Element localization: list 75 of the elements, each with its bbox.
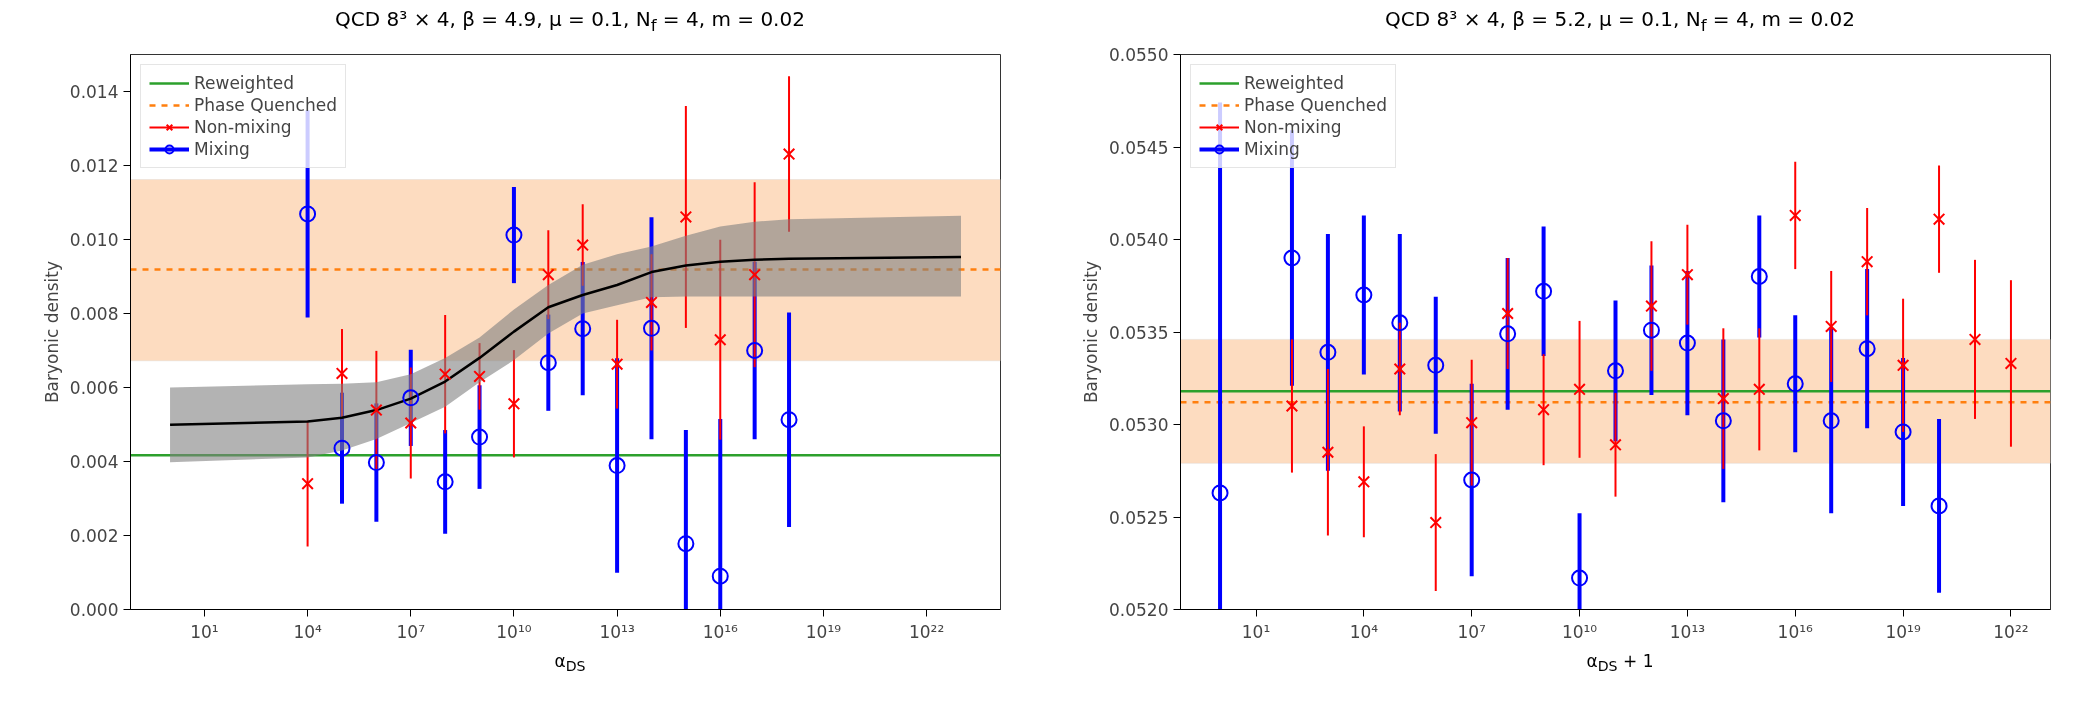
point xyxy=(780,411,798,429)
point xyxy=(713,333,727,347)
point xyxy=(333,439,351,457)
y-axis-title: Baryonic density xyxy=(1081,260,1102,404)
point xyxy=(679,210,693,224)
point xyxy=(642,319,660,337)
point xyxy=(608,457,626,475)
y-tick-label: 0.008 xyxy=(69,304,119,324)
point xyxy=(402,389,420,407)
legend-label: Non-mixing xyxy=(194,117,292,137)
y-tick-label: 0.000 xyxy=(69,600,119,620)
point xyxy=(404,416,418,430)
point xyxy=(436,473,454,491)
x-tick-label: 10¹³ xyxy=(1669,621,1706,642)
y-tick-label: 0.010 xyxy=(69,230,119,250)
x-tick-label: 10⁴ xyxy=(293,621,323,642)
point xyxy=(576,238,590,252)
y-tick-label: 0.006 xyxy=(69,378,119,398)
x-tick-label: 10¹³ xyxy=(599,621,635,642)
point xyxy=(610,357,624,371)
y-tick-label: 0.012 xyxy=(69,156,119,176)
point xyxy=(539,354,557,372)
x-tick-label: 10¹⁰ xyxy=(496,621,532,642)
y-tick-label: 0.002 xyxy=(69,526,119,546)
point xyxy=(711,567,729,585)
y-tick-label: 0.014 xyxy=(69,82,119,102)
chart-title: QCD 8³ × 4, β = 5.2, μ = 0.1, N$_{f}$ = 4, m = 0.02 xyxy=(1385,6,1855,37)
point xyxy=(473,370,486,383)
point xyxy=(542,268,555,281)
x-tick-label: 10¹⁹ xyxy=(805,621,842,642)
x-tick-label: 10¹ xyxy=(1241,621,1271,642)
legend-label: Mixing xyxy=(1244,139,1300,159)
point xyxy=(335,367,349,380)
x-axis-title: α$_{DS}$ xyxy=(554,650,586,677)
x-tick-label: 10¹⁶ xyxy=(702,621,739,642)
legend-label: Phase Quenched xyxy=(1244,95,1387,115)
point xyxy=(367,454,385,472)
point xyxy=(507,397,521,411)
point xyxy=(782,147,796,161)
y-tick-label: 0.0530 xyxy=(1109,415,1169,435)
x-tick-label: 10¹ xyxy=(190,621,219,642)
point xyxy=(370,403,383,417)
point xyxy=(301,477,314,490)
x-axis-title: α$_{DS}$ + 1 xyxy=(1586,650,1654,677)
x-tick-label: 10²² xyxy=(1993,621,2029,642)
legend-label: Non-mixing xyxy=(1244,117,1342,137)
x-tick-label: 10⁷ xyxy=(1457,621,1487,642)
y-axis-title: Baryonic density xyxy=(41,260,62,404)
point xyxy=(438,367,452,381)
legend-label: Phase Quenched xyxy=(194,95,337,115)
point xyxy=(574,320,592,338)
point xyxy=(746,342,764,359)
y-tick-label: 0.0550 xyxy=(1109,45,1169,65)
y-tick-label: 0.0535 xyxy=(1109,322,1169,343)
y-tick-label: 0.004 xyxy=(69,452,119,472)
y-tick-label: 0.0540 xyxy=(1109,230,1169,250)
point xyxy=(645,296,658,309)
x-tick-label: 10¹⁰ xyxy=(1561,621,1598,642)
legend-label: Mixing xyxy=(194,139,250,159)
x-tick-label: 10²² xyxy=(908,621,945,642)
y-tick-label: 0.0520 xyxy=(1109,600,1169,620)
point xyxy=(471,428,489,446)
y-tick-label: 0.0545 xyxy=(1109,137,1169,158)
x-tick-label: 10⁴ xyxy=(1349,621,1379,642)
y-tick-label: 0.0525 xyxy=(1109,507,1169,528)
point xyxy=(299,205,317,223)
chart-title: QCD 8³ × 4, β = 4.9, μ = 0.1, N$_{f}$ = 4, m = 0.02 xyxy=(335,6,805,37)
legend-label: Reweighted xyxy=(1244,73,1345,93)
x-tick-label: 10⁷ xyxy=(396,621,426,642)
point xyxy=(748,268,761,281)
legend-label: Reweighted xyxy=(194,73,295,93)
point xyxy=(677,535,695,553)
x-tick-label: 10¹⁹ xyxy=(1885,621,1921,642)
x-tick-label: 10¹⁶ xyxy=(1777,621,1814,642)
point xyxy=(505,226,523,244)
